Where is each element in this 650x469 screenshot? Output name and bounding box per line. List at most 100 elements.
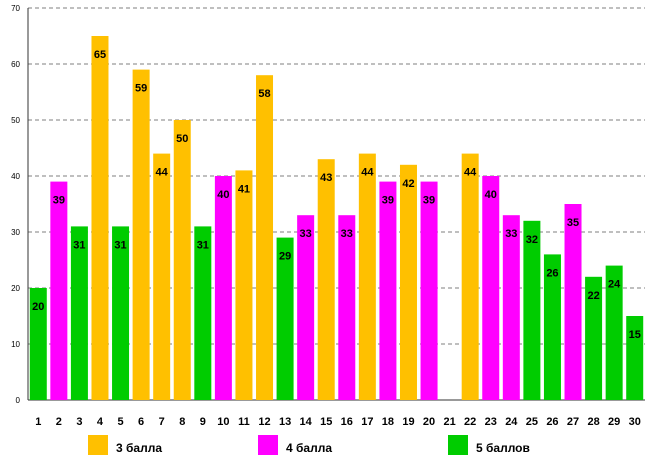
data-label: 31 [73,239,85,251]
data-label: 31 [197,239,209,251]
x-tick-label: 15 [320,416,332,428]
bar [420,181,438,400]
x-tick-label: 19 [402,416,414,428]
data-label: 33 [505,228,517,240]
x-axis: 1 2 3 4 5 6 7 8 9 10 11 12 13 14 15 16 17 18 19 20 21 22 23 24 2… [35,416,641,428]
x-tick-label: 18 [382,416,394,428]
x-tick-label: 30 [629,416,641,428]
x-tick-label: 9 [200,416,206,428]
bar [112,226,130,400]
x-tick-label: 14 [300,416,313,428]
x-tick-label: 21 [443,416,455,428]
bar [523,220,541,400]
data-label: 39 [382,195,394,207]
bar [235,170,253,400]
data-label: 29 [279,251,291,263]
legend-label: 5 баллов [476,441,530,455]
gridlines [28,7,645,345]
data-label: 58 [258,88,270,100]
data-label: 22 [587,290,599,302]
bar [194,226,212,400]
legend-swatch [258,435,278,455]
bar [358,153,376,400]
x-tick-label: 3 [76,416,82,428]
bar [482,176,500,400]
x-tick-label: 10 [217,416,229,428]
y-tick-label: 50 [11,116,20,125]
y-tick-label: 10 [11,340,20,349]
data-label: 15 [629,329,641,341]
bar [317,159,335,400]
bar [461,153,479,400]
x-tick-label: 16 [341,416,353,428]
bar [214,176,232,400]
x-tick-label: 7 [159,416,165,428]
bar [297,215,315,400]
data-label: 44 [464,167,477,179]
x-tick-label: 13 [279,416,291,428]
data-label: 24 [608,279,621,291]
bar [605,265,623,400]
bar [29,288,47,400]
y-tick-label: 20 [11,284,20,293]
legend-swatch [88,435,108,455]
data-label: 40 [217,189,229,201]
x-tick-label: 28 [587,416,599,428]
bar [502,215,520,400]
x-tick-label: 12 [258,416,270,428]
x-tick-label: 22 [464,416,476,428]
data-label: 31 [114,239,126,251]
x-tick-label: 25 [526,416,538,428]
x-tick-label: 23 [485,416,497,428]
x-tick-label: 8 [179,416,185,428]
data-label: 40 [485,189,497,201]
data-label: 20 [32,301,44,313]
bar [173,120,191,400]
bar [585,276,603,400]
y-tick-label: 40 [11,172,20,181]
x-tick-label: 24 [505,416,518,428]
data-label: 33 [341,228,353,240]
x-tick-label: 6 [138,416,144,428]
bar [50,181,68,400]
x-tick-label: 2 [56,416,62,428]
data-label: 32 [526,234,538,246]
x-tick-label: 29 [608,416,620,428]
x-tick-label: 27 [567,416,579,428]
data-label: 50 [176,133,188,145]
data-label: 33 [300,228,312,240]
data-label: 44 [156,167,169,179]
bar [256,75,274,400]
bars: 20 39 31 65 31 59 44 50 31 40 41 58 29 33 43 33 44 39 42 39… [29,36,644,400]
bar [564,204,582,400]
bar [132,69,150,400]
bar [338,215,356,400]
data-label: 26 [546,267,558,279]
data-label: 35 [567,217,579,229]
legend-label: 3 балла [116,441,162,455]
data-label: 44 [361,167,374,179]
y-tick-label: 70 [11,4,20,13]
y-tick-label: 0 [16,396,21,405]
bar [91,36,109,400]
x-tick-label: 4 [97,416,104,428]
y-tick-label: 30 [11,228,20,237]
y-tick-label: 60 [11,60,20,69]
x-tick-label: 11 [238,416,250,428]
data-label: 59 [135,83,147,95]
x-tick-label: 1 [35,416,41,428]
bar [543,254,561,400]
x-tick-label: 17 [361,416,373,428]
data-label: 43 [320,172,332,184]
data-label: 65 [94,49,106,61]
bar [379,181,397,400]
legend-swatch [448,435,468,455]
bar [626,316,644,400]
x-tick-label: 26 [546,416,558,428]
bar [399,164,417,400]
x-tick-label: 5 [117,416,123,428]
data-label: 39 [423,195,435,207]
bar [276,237,294,400]
data-label: 41 [238,183,250,195]
